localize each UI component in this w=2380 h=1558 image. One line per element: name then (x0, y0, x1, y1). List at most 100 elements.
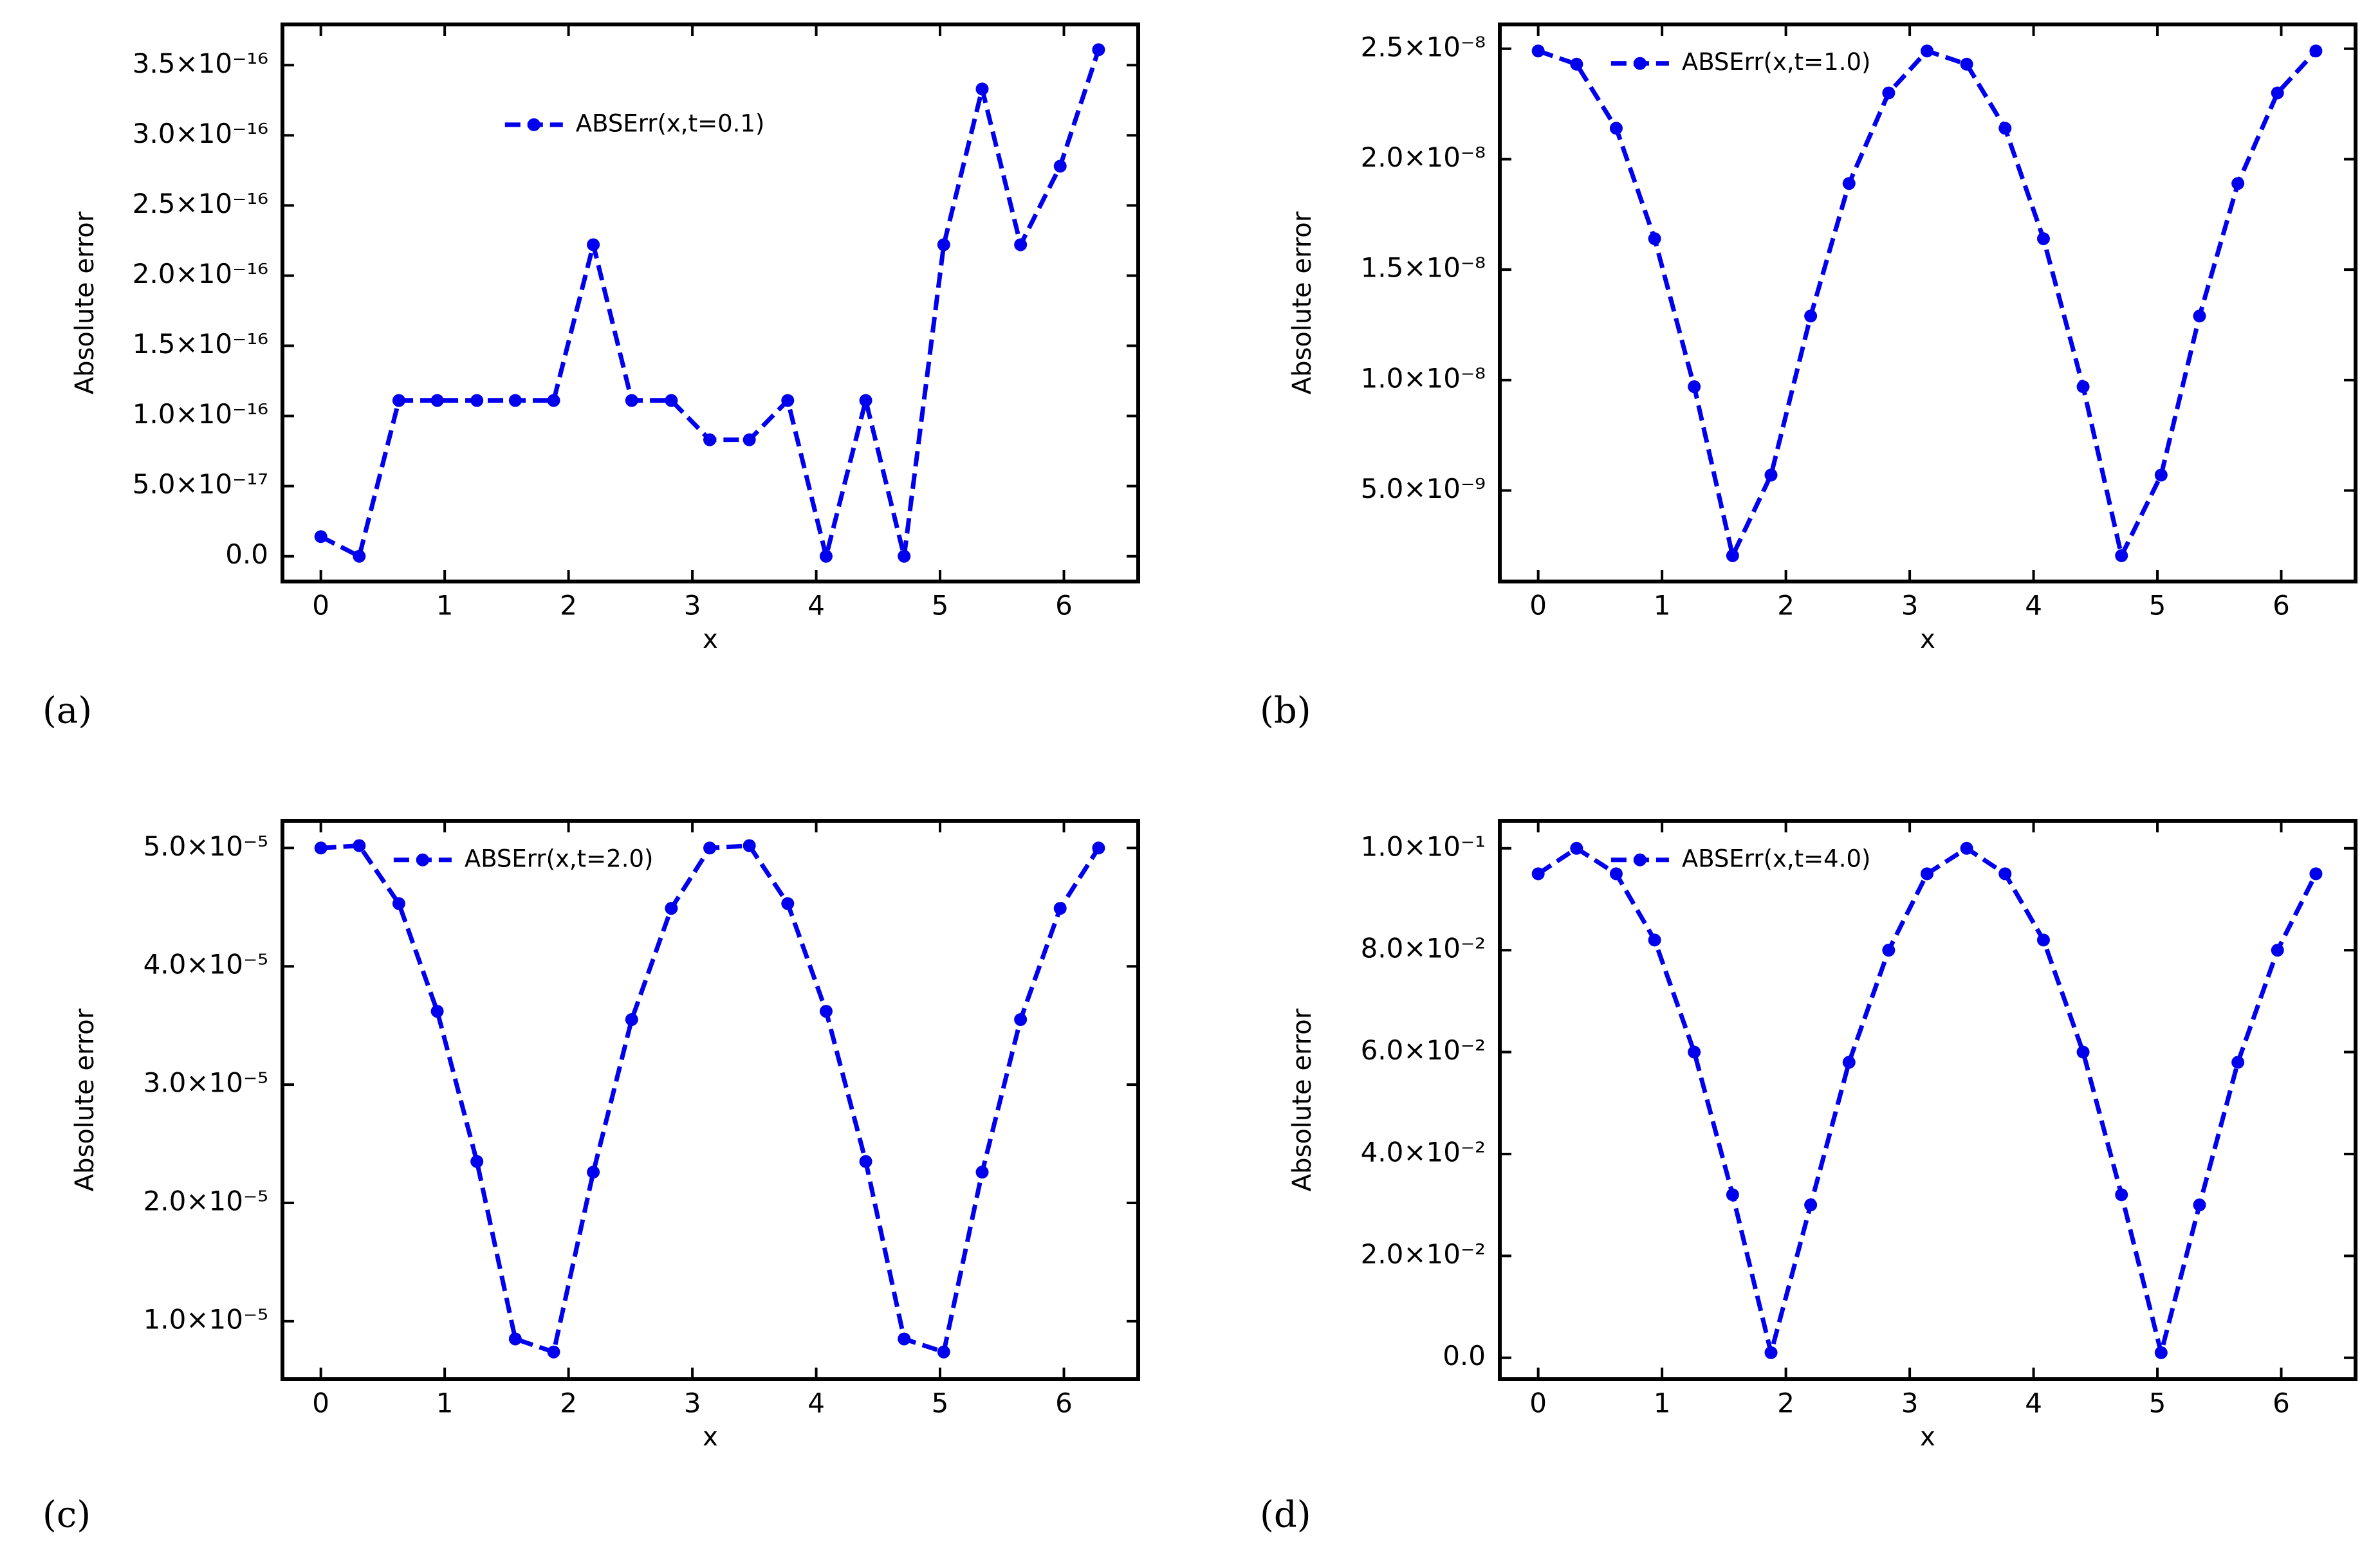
legend-marker (416, 853, 429, 866)
data-point (1882, 944, 1896, 957)
data-point (314, 530, 327, 544)
chart-panel: 0 1 2 3 4 5 6 0.0 2.0×10⁻² 4.0×10⁻² 6.0×10⁻² 8.0×10… (1260, 819, 2357, 1536)
y-tick-label: 2.0×10⁻⁵ (143, 1185, 268, 1216)
y-tick-label: 2.0×10⁻² (1361, 1238, 1486, 1270)
data-point (1609, 122, 1623, 135)
chart-panel: 0 1 2 3 4 5 6 5.0×10⁻⁹ 1.0×10⁻⁸ 1.5×10⁻⁸ 2.0×10⁻⁸ 2… (1260, 23, 2357, 732)
data-point (703, 841, 717, 855)
y-tick-label: 2.0×10⁻¹⁶ (133, 258, 268, 289)
data-point (2271, 86, 2284, 100)
panel-label: (b) (1260, 690, 1311, 732)
legend-marker (1633, 57, 1647, 70)
plot-frame (281, 819, 1140, 1381)
data-point (2271, 944, 2284, 957)
x-tick-label: 0 (1529, 590, 1547, 621)
y-tick-label: 1.0×10⁻¹ (1361, 830, 1486, 862)
y-tick-label: 1.5×10⁻⁸ (1361, 252, 1486, 284)
data-point (1998, 867, 2012, 881)
data-point (314, 841, 327, 855)
data-point (819, 549, 833, 563)
y-tick-label: 6.0×10⁻² (1361, 1034, 1486, 1066)
data-point (2115, 1188, 2128, 1202)
x-tick-label: 2 (1777, 1388, 1794, 1419)
data-point (781, 897, 795, 910)
data-point (1570, 841, 1583, 855)
data-point (1531, 44, 1545, 58)
x-tick-label: 4 (2025, 590, 2042, 621)
data-point (2193, 309, 2206, 323)
data-point (2193, 1198, 2206, 1212)
x-tick-label: 3 (684, 590, 701, 621)
data-point (1609, 867, 1623, 881)
x-tick-label: 0 (312, 590, 329, 621)
data-point (1804, 1198, 1818, 1212)
data-point (1960, 841, 1973, 855)
y-tick-label: 0.0 (1443, 1340, 1486, 1371)
data-line (1536, 845, 2318, 1353)
y-axis-label: Absolute error (1287, 211, 1317, 394)
y-tick-label: 2.5×10⁻⁸ (1361, 31, 1486, 62)
data-point (2036, 933, 2050, 947)
x-tick-label: 1 (436, 590, 454, 621)
data-point (1688, 1045, 1701, 1059)
data-point (1648, 232, 1661, 246)
data-point (1053, 160, 1067, 173)
x-tick-label: 1 (1654, 590, 1671, 621)
data-line (320, 843, 1101, 1355)
data-point (1998, 122, 2012, 135)
plot-frame (1498, 23, 2357, 583)
data-point (470, 394, 484, 407)
data-point (392, 394, 405, 407)
data-point (625, 394, 638, 407)
data-point (859, 1155, 872, 1168)
x-tick-label: 3 (1901, 590, 1919, 621)
y-tick-label: 0.0 (225, 538, 268, 570)
data-point (430, 394, 444, 407)
data-point (898, 1332, 911, 1346)
data-point (898, 549, 911, 563)
data-point (1053, 902, 1067, 915)
data-point (547, 394, 560, 407)
data-point (353, 549, 366, 563)
legend-label: ABSErr(x,t=0.1) (576, 109, 765, 137)
x-tick-label: 1 (436, 1388, 454, 1419)
x-tick-label: 3 (1901, 1388, 1919, 1419)
data-point (1842, 1056, 1856, 1069)
data-point (2154, 1346, 2168, 1359)
data-line (1537, 48, 2318, 563)
data-point (1921, 44, 1934, 58)
x-tick-label: 6 (1055, 1388, 1073, 1419)
legend-marker (527, 118, 540, 131)
data-point (587, 238, 600, 252)
data-point (625, 1013, 638, 1026)
data-point (1960, 57, 1973, 71)
panel-label: (d) (1260, 1494, 1311, 1536)
x-tick-label: 3 (684, 1388, 701, 1419)
y-tick-label: 2.5×10⁻¹⁶ (133, 188, 268, 219)
legend-label: ABSErr(x,t=2.0) (465, 845, 654, 872)
data-point (1764, 1346, 1778, 1359)
data-point (508, 394, 522, 407)
x-tick-label: 2 (560, 1388, 577, 1419)
data-point (819, 1005, 833, 1018)
x-tick-label: 4 (807, 1388, 825, 1419)
y-axis-label: Absolute error (1287, 1008, 1317, 1191)
x-axis-label: x (703, 1422, 718, 1452)
data-point (1921, 867, 1934, 881)
data-point (1726, 549, 1739, 562)
y-tick-label: 5.0×10⁻¹⁷ (133, 468, 268, 500)
y-tick-label: 2.0×10⁻⁸ (1361, 142, 1486, 173)
x-tick-label: 0 (312, 1388, 329, 1419)
x-axis-label: x (703, 625, 718, 654)
y-axis-label: Absolute error (70, 1008, 100, 1191)
data-point (470, 1155, 484, 1168)
x-tick-label: 2 (560, 590, 577, 621)
y-tick-label: 5.0×10⁻⁹ (1361, 473, 1486, 504)
x-tick-label: 5 (2149, 590, 2166, 621)
legend-label: ABSErr(x,t=1.0) (1682, 48, 1871, 76)
legend-label: ABSErr(x,t=4.0) (1682, 845, 1871, 872)
data-point (975, 82, 989, 96)
data-point (859, 394, 872, 407)
data-point (1804, 309, 1818, 323)
